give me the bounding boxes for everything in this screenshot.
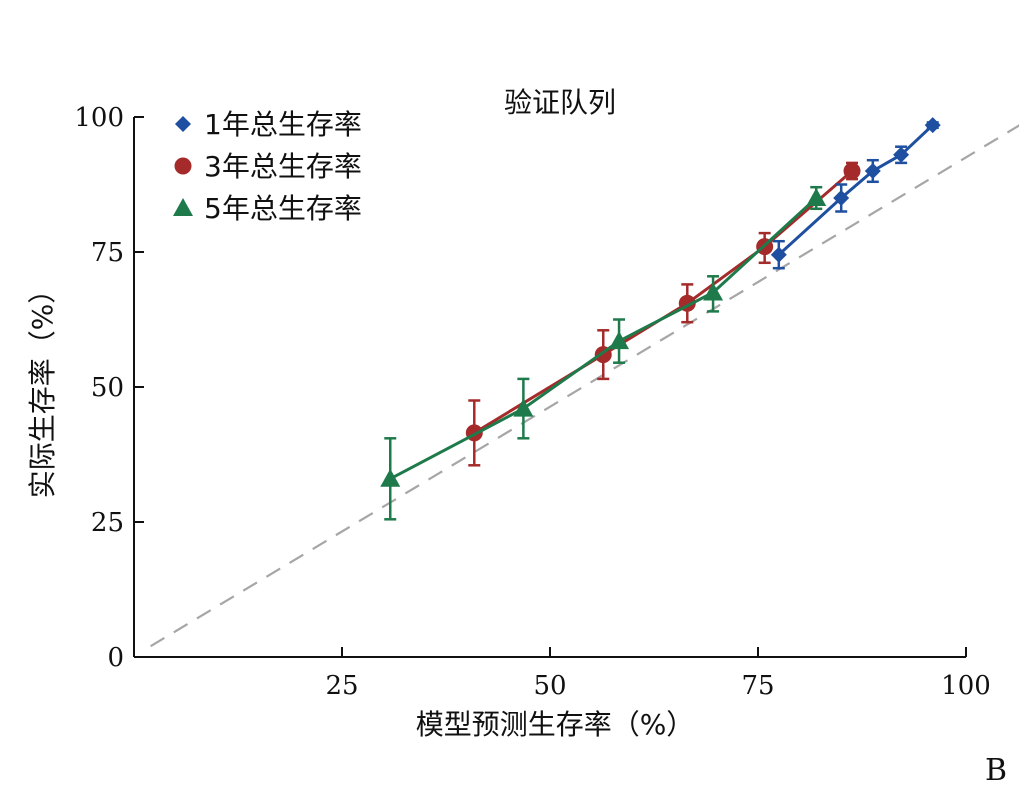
legend-marker bbox=[175, 116, 191, 132]
y-tick-label: 100 bbox=[74, 103, 124, 133]
y-tick-label: 50 bbox=[91, 373, 124, 403]
legend-label: 3年总生存率 bbox=[204, 150, 362, 183]
axis-ticks: 25 50 75 100 0 25 50 75 100 bbox=[74, 103, 990, 701]
y-tick-label: 0 bbox=[107, 643, 124, 673]
x-axis-label: 模型预测生存率（%） bbox=[416, 708, 695, 741]
data-point bbox=[924, 117, 941, 134]
series-circle bbox=[465, 161, 861, 467]
legend-label: 5年总生存率 bbox=[204, 192, 362, 225]
series-diamond bbox=[770, 117, 941, 270]
x-tick-label: 50 bbox=[533, 671, 566, 701]
data-point bbox=[893, 146, 910, 163]
data-point bbox=[833, 190, 850, 206]
legend-marker bbox=[173, 198, 193, 216]
y-tick-label: 25 bbox=[91, 508, 124, 538]
x-tick-label: 75 bbox=[741, 671, 774, 701]
data-point bbox=[380, 468, 401, 487]
legend: 1年总生存率 3年总生存率 5年总生存率 bbox=[173, 108, 362, 225]
data-point bbox=[609, 331, 630, 350]
legend-marker bbox=[174, 157, 192, 175]
y-axis-label: 实际生存率（%） bbox=[26, 276, 59, 499]
legend-label: 1年总生存率 bbox=[204, 108, 362, 141]
reference-line bbox=[150, 124, 1019, 648]
data-point bbox=[864, 163, 881, 179]
data-point bbox=[843, 162, 861, 180]
data-point bbox=[806, 188, 827, 206]
data-point bbox=[770, 246, 787, 263]
panel-label: B bbox=[985, 753, 1007, 788]
series-layer bbox=[380, 117, 941, 521]
y-tick-label: 75 bbox=[91, 238, 124, 268]
x-tick-label: 100 bbox=[941, 671, 991, 701]
data-point bbox=[703, 282, 724, 301]
series-line bbox=[473, 169, 853, 435]
series-line bbox=[777, 124, 934, 256]
reference-line-group bbox=[150, 124, 1019, 648]
series-triangle bbox=[380, 185, 827, 521]
x-tick-label: 25 bbox=[325, 671, 358, 701]
data-point bbox=[513, 398, 534, 417]
chart-title: 验证队列 bbox=[504, 86, 616, 119]
